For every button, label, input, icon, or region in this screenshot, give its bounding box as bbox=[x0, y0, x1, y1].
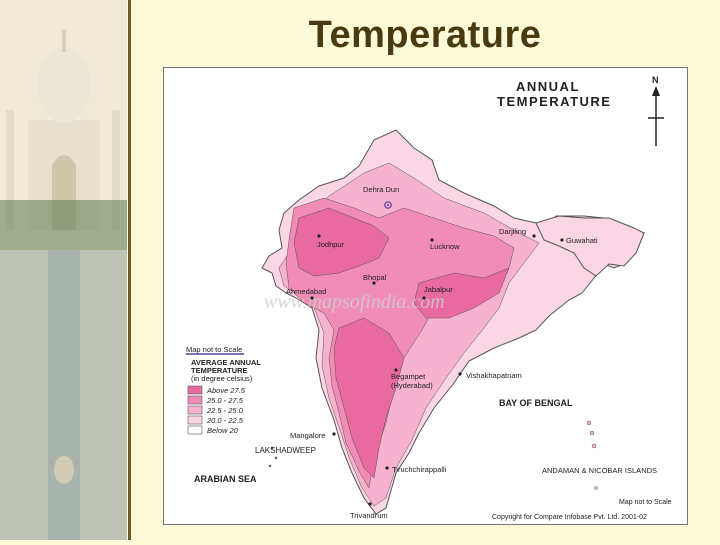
legend-label: 22.5 - 25.0 bbox=[206, 406, 244, 415]
legend-label: Above 27.5 bbox=[206, 386, 246, 395]
northeast-region bbox=[535, 215, 645, 277]
svg-text:Tiruchchirappalli: Tiruchchirappalli bbox=[392, 465, 447, 474]
svg-text:Dehra Dun: Dehra Dun bbox=[363, 185, 399, 194]
svg-text:Darjiling: Darjiling bbox=[499, 227, 526, 236]
north-arrow-icon: N bbox=[648, 75, 664, 146]
legend-swatch bbox=[187, 425, 203, 435]
legend-swatch bbox=[187, 415, 203, 425]
svg-text:Ahmedabad: Ahmedabad bbox=[286, 287, 326, 296]
lakshadweep-island bbox=[274, 456, 278, 460]
svg-text:Bhopal: Bhopal bbox=[363, 273, 387, 282]
andaman-island bbox=[591, 443, 597, 449]
svg-text:Trivandrum: Trivandrum bbox=[350, 511, 388, 520]
region-arabian-sea: ARABIAN SEA bbox=[194, 474, 257, 484]
scale-note-left: Map not to Scale bbox=[186, 345, 244, 355]
city-mangalore: Mangalore bbox=[290, 431, 336, 440]
svg-text:Vishakhapatnam: Vishakhapatnam bbox=[466, 371, 522, 380]
india-temperature-map: ANNUAL TEMPERATURE N www.mapsofindia.com… bbox=[163, 67, 688, 525]
city-darjiling: Darjiling bbox=[499, 227, 536, 238]
map-heading-line1: ANNUAL bbox=[516, 79, 580, 94]
legend: AVERAGE ANNUAL TEMPERATURE (in degree ce… bbox=[187, 358, 261, 435]
city-vishakhapatnam: Vishakhapatnam bbox=[458, 371, 522, 380]
region-lakshadweep: LAKSHADWEEP bbox=[255, 446, 316, 455]
taj-mahal-background bbox=[0, 0, 127, 540]
copyright-text: Copyright for Compare Infobase Pvt. Ltd.… bbox=[492, 514, 647, 521]
zone-above-27-5-west bbox=[293, 207, 390, 277]
nicobar-island bbox=[594, 486, 598, 490]
city-bhopal: Bhopal bbox=[363, 273, 387, 285]
svg-text:Jabalpur: Jabalpur bbox=[424, 285, 453, 294]
svg-text:Guwahati: Guwahati bbox=[566, 236, 598, 245]
slide-title: Temperature bbox=[308, 14, 542, 56]
legend-label: 20.0 - 22.5 bbox=[206, 416, 244, 425]
legend-label: Below 20 bbox=[207, 426, 239, 435]
city-lucknow: Lucknow bbox=[430, 238, 460, 251]
city-jodhpur: Jodhpur bbox=[317, 234, 345, 249]
map-canvas: ANNUAL TEMPERATURE N www.mapsofindia.com… bbox=[186, 75, 672, 521]
lakshadweep-island bbox=[270, 446, 274, 450]
zone-above-27-5-south bbox=[333, 317, 405, 479]
legend-label: 25.0 - 27.5 bbox=[206, 396, 244, 405]
legend-unit: (in degree celsius) bbox=[191, 374, 253, 383]
svg-text:Mangalore: Mangalore bbox=[290, 431, 325, 440]
region-bay-of-bengal: BAY OF BENGAL bbox=[499, 398, 573, 408]
svg-text:Begampet: Begampet bbox=[391, 372, 426, 381]
north-label: N bbox=[652, 75, 659, 85]
scale-note-right: Map not to Scale bbox=[619, 499, 672, 506]
svg-text:Lucknow: Lucknow bbox=[430, 242, 460, 251]
svg-text:(Hyderabad): (Hyderabad) bbox=[391, 381, 433, 390]
city-ahmedabad: Ahmedabad bbox=[286, 287, 326, 300]
legend-swatch bbox=[187, 405, 203, 415]
andaman-island bbox=[586, 420, 592, 426]
watermark-text: www.mapsofindia.com bbox=[264, 291, 445, 313]
city-jabalpur: Jabalpur bbox=[422, 285, 453, 300]
city-guwahati: Guwahati bbox=[560, 236, 598, 245]
city-begampet: Begampet (Hyderabad) bbox=[391, 368, 433, 390]
legend-title-line2: TEMPERATURE bbox=[191, 366, 248, 375]
legend-swatch bbox=[187, 385, 203, 395]
zone-above-27-5-east bbox=[413, 267, 510, 319]
region-andaman-nicobar: ANDAMAN & NICOBAR ISLANDS bbox=[542, 466, 657, 475]
legend-swatch bbox=[187, 395, 203, 405]
city-tiruchchirappalli: Tiruchchirappalli bbox=[385, 465, 447, 474]
andaman-island bbox=[589, 430, 595, 436]
svg-text:Jodhpur: Jodhpur bbox=[317, 240, 345, 249]
city-dehra-dun: Dehra Dun bbox=[363, 185, 399, 209]
legend-title-line1: AVERAGE ANNUAL bbox=[191, 358, 261, 367]
slide-divider bbox=[128, 0, 131, 540]
city-trivandrum: Trivandrum bbox=[350, 502, 388, 520]
lakshadweep-island bbox=[268, 464, 272, 468]
legend-items: Above 27.525.0 - 27.522.5 - 25.020.0 - 2… bbox=[187, 385, 246, 435]
map-heading-line2: TEMPERATURE bbox=[497, 94, 611, 109]
taj-mahal-image bbox=[0, 0, 127, 540]
svg-text:Map not to Scale: Map not to Scale bbox=[186, 345, 242, 354]
